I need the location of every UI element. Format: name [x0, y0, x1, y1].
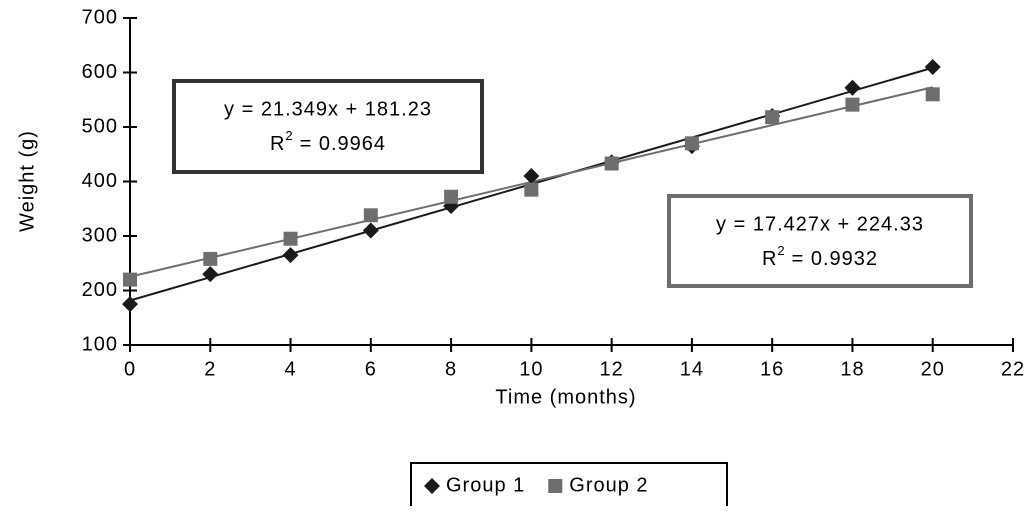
- x-tick-label: 0: [124, 358, 136, 380]
- x-tick-label: 16: [760, 358, 784, 380]
- annotation-box: [667, 194, 973, 288]
- x-tick-label: 20: [921, 358, 945, 380]
- marker-square: [123, 272, 137, 287]
- r2-part: 2: [285, 128, 293, 143]
- r2-part: = 0.9932: [792, 248, 878, 270]
- marker-diamond: [362, 222, 379, 239]
- x-tick-label: 22: [1001, 358, 1025, 380]
- legend-box: [410, 462, 728, 510]
- x-tick-label: 8: [445, 358, 457, 380]
- y-tick-label: 400: [82, 170, 118, 192]
- marker-square: [203, 251, 218, 266]
- marker-square: [604, 156, 619, 171]
- marker-diamond: [523, 168, 540, 185]
- legend: Group 1 Group 2: [410, 462, 728, 510]
- marker-diamond: [924, 59, 941, 76]
- r2-part: R: [270, 133, 285, 155]
- y-tick-label: 100: [82, 333, 118, 355]
- x-tick-label: 6: [365, 358, 377, 380]
- y-tick-label: 200: [82, 279, 118, 301]
- legend-label: Group 1: [446, 474, 525, 496]
- x-tick-label: 4: [284, 358, 296, 380]
- y-tick-label: 600: [82, 61, 118, 83]
- r2-part: 2: [777, 243, 785, 258]
- marker-square: [363, 208, 378, 223]
- trendline-r2: R2 = 0.9932: [762, 243, 878, 270]
- trendline-r2: R2 = 0.9964: [270, 128, 386, 155]
- marker-diamond: [844, 79, 861, 96]
- marker-square: [765, 110, 780, 125]
- trendline-equation: y = 17.427x + 224.33: [716, 213, 924, 235]
- x-tick-label: 2: [204, 358, 216, 380]
- marker-diamond: [122, 296, 138, 313]
- marker-square: [283, 231, 298, 246]
- r2-part: = 0.9964: [300, 133, 386, 155]
- x-tick-label: 12: [600, 358, 624, 380]
- marker-square: [925, 87, 940, 102]
- marker-diamond: [282, 247, 299, 264]
- marker-diamond: [424, 478, 440, 494]
- x-axis-label: Time (months): [495, 386, 636, 408]
- r2-part: R: [762, 248, 777, 270]
- y-tick-label: 700: [82, 6, 118, 28]
- trendline-equation: y = 21.349x + 181.23: [224, 98, 432, 120]
- marker-square: [524, 182, 539, 197]
- x-tick-label: 18: [840, 358, 864, 380]
- annotation-box: [172, 79, 484, 174]
- y-axis-label: Weight (g): [16, 130, 38, 232]
- marker-square: [845, 97, 860, 112]
- marker-diamond: [202, 266, 219, 283]
- y-tick-label: 300: [82, 224, 118, 246]
- marker-square: [548, 479, 563, 493]
- marker-square: [444, 189, 459, 204]
- y-tick-label: 500: [82, 115, 118, 137]
- legend-label: Group 2: [569, 474, 648, 496]
- x-tick-label: 10: [519, 358, 543, 380]
- x-tick-label: 14: [680, 358, 704, 380]
- marker-square: [684, 136, 699, 151]
